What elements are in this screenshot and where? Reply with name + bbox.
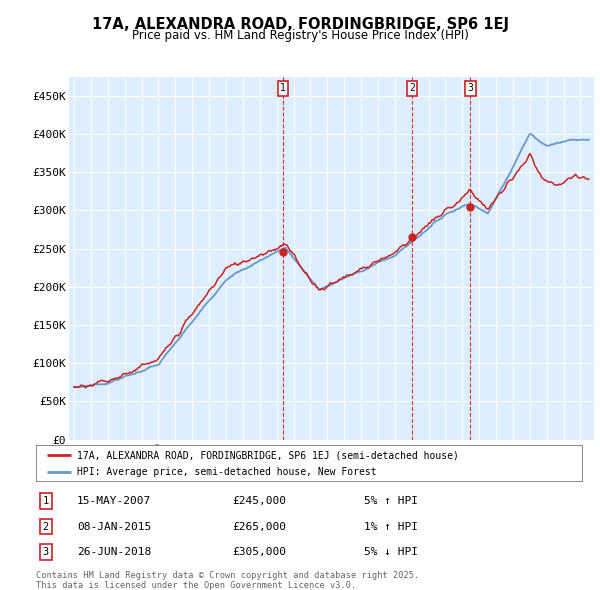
Text: £245,000: £245,000 — [233, 496, 287, 506]
Text: 3: 3 — [467, 83, 473, 93]
Text: 2: 2 — [43, 522, 49, 532]
Text: 1: 1 — [280, 83, 286, 93]
Text: 17A, ALEXANDRA ROAD, FORDINGBRIDGE, SP6 1EJ: 17A, ALEXANDRA ROAD, FORDINGBRIDGE, SP6 … — [91, 17, 509, 31]
Text: £305,000: £305,000 — [233, 547, 287, 557]
Text: 1: 1 — [43, 496, 49, 506]
Text: 2: 2 — [409, 83, 415, 93]
Text: HPI: Average price, semi-detached house, New Forest: HPI: Average price, semi-detached house,… — [77, 467, 377, 477]
Text: Price paid vs. HM Land Registry's House Price Index (HPI): Price paid vs. HM Land Registry's House … — [131, 30, 469, 42]
Text: 15-MAY-2007: 15-MAY-2007 — [77, 496, 151, 506]
Text: 17A, ALEXANDRA ROAD, FORDINGBRIDGE, SP6 1EJ (semi-detached house): 17A, ALEXANDRA ROAD, FORDINGBRIDGE, SP6 … — [77, 450, 459, 460]
Text: Contains HM Land Registry data © Crown copyright and database right 2025.
This d: Contains HM Land Registry data © Crown c… — [36, 571, 419, 590]
Text: 08-JAN-2015: 08-JAN-2015 — [77, 522, 151, 532]
Text: 26-JUN-2018: 26-JUN-2018 — [77, 547, 151, 557]
Text: 3: 3 — [43, 547, 49, 557]
Text: 5% ↑ HPI: 5% ↑ HPI — [364, 496, 418, 506]
Text: 1% ↑ HPI: 1% ↑ HPI — [364, 522, 418, 532]
Text: 5% ↓ HPI: 5% ↓ HPI — [364, 547, 418, 557]
Text: £265,000: £265,000 — [233, 522, 287, 532]
